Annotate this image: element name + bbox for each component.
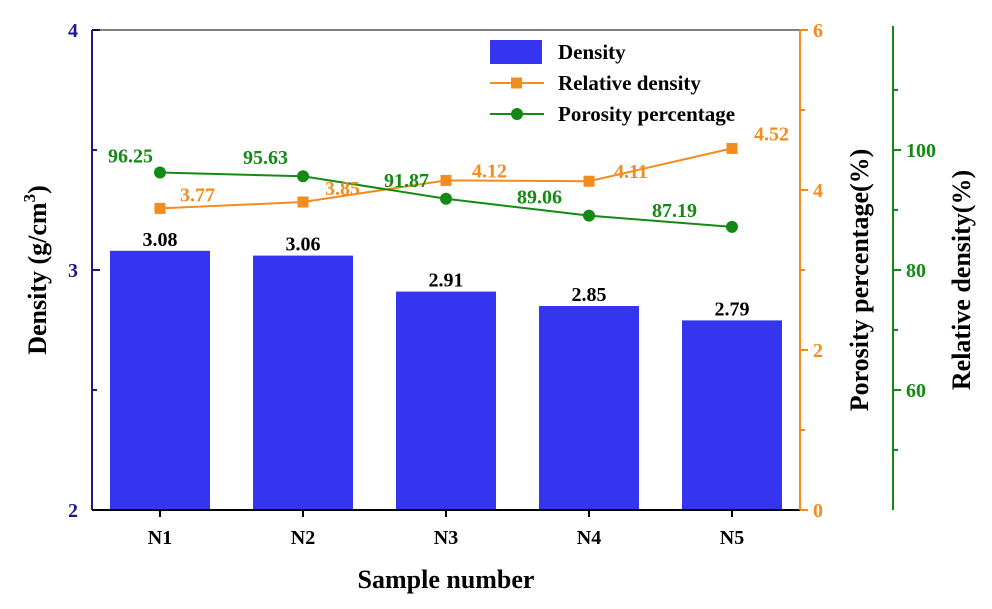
relative-density-label: 3.85 <box>325 178 360 200</box>
relative-density-label: 3.77 <box>180 184 215 206</box>
right-outer-axis-tick-label: 80 <box>906 260 926 282</box>
density-bar-N1 <box>110 250 210 511</box>
right-outer-axis-tick-label: 100 <box>906 140 936 162</box>
porosity-percentage-label: 87.19 <box>652 200 697 222</box>
left-axis-tick-label: 2 <box>68 500 78 522</box>
legend-label-density: Density <box>558 40 626 64</box>
right-outer-axis-title: Relative density(%) <box>947 170 976 390</box>
porosity-percentage-marker <box>440 192 452 205</box>
right-inner-axis-tick-label: 4 <box>813 180 823 202</box>
porosity-percentage-marker <box>726 220 738 233</box>
legend: Density Relative density Porosity percenta… <box>490 40 735 126</box>
data-labels: 3.08 3.06 2.91 2.85 2.79 3.77 3.85 4.12 4.11 4.52… <box>108 123 789 320</box>
density-bar-N5 <box>682 320 782 510</box>
left-axis-title: Density (g/cm3) <box>20 185 52 355</box>
legend-marker-porosity-percentage <box>511 108 523 120</box>
x-axis-tick-label: N3 <box>434 527 458 549</box>
porosity-percentage-label: 89.06 <box>517 187 562 209</box>
porosity-percentage-marker <box>154 166 166 179</box>
density-bar-N3 <box>396 291 496 510</box>
line-series <box>154 142 738 233</box>
relative-density-label: 4.11 <box>614 161 648 183</box>
x-axis-title: Sample number <box>358 565 535 594</box>
density-bar-label: 3.06 <box>286 234 321 256</box>
relative-density-marker <box>726 142 738 154</box>
right-inner-axis-title: Porosity percentage(%) <box>845 149 874 412</box>
right-inner-axis-tick-label: 2 <box>813 340 823 362</box>
porosity-percentage-label: 91.87 <box>384 170 429 192</box>
x-axis-tick-label: N4 <box>577 527 601 549</box>
x-axis-tick-label: N2 <box>291 527 315 549</box>
density-bar-label: 2.85 <box>572 284 607 306</box>
right-outer-axis-tick-label: 60 <box>906 380 926 402</box>
right-inner-axis-tick-label: 6 <box>813 20 823 42</box>
relative-density-marker <box>154 202 166 214</box>
left-axis-tick-label: 4 <box>68 20 78 42</box>
legend-swatch-density <box>490 40 542 64</box>
relative-density-marker <box>297 196 309 208</box>
legend-label-porosity-percentage: Porosity percentage <box>558 102 735 126</box>
x-axis-tick-label: N5 <box>720 527 744 549</box>
right-inner-axis-tick-label: 0 <box>813 500 823 522</box>
density-bars <box>110 250 782 511</box>
density-bar-label: 3.08 <box>143 229 178 251</box>
left-axis-tick-label: 3 <box>68 260 78 282</box>
density-bar-N4 <box>539 306 639 510</box>
porosity-percentage-label: 96.25 <box>108 146 153 168</box>
porosity-percentage-marker <box>583 209 595 222</box>
density-bar-label: 2.91 <box>429 270 464 292</box>
legend-label-relative-density: Relative density <box>558 71 701 95</box>
relative-density-marker <box>583 175 595 187</box>
porosity-percentage-marker <box>297 170 309 183</box>
density-bar-N2 <box>253 255 353 510</box>
relative-density-label: 4.52 <box>754 123 789 145</box>
relative-density-label: 4.12 <box>472 160 507 182</box>
porosity-percentage-label: 95.63 <box>243 147 288 169</box>
axes: 2 3 4 Density (g/cm3) N1 N2 N3 N4 N5 Sample numbe… <box>20 20 976 594</box>
legend-marker-relative-density <box>511 77 522 89</box>
relative-density-marker <box>440 174 452 186</box>
x-axis-tick-label: N1 <box>148 527 172 549</box>
density-bar-label: 2.79 <box>715 298 750 320</box>
